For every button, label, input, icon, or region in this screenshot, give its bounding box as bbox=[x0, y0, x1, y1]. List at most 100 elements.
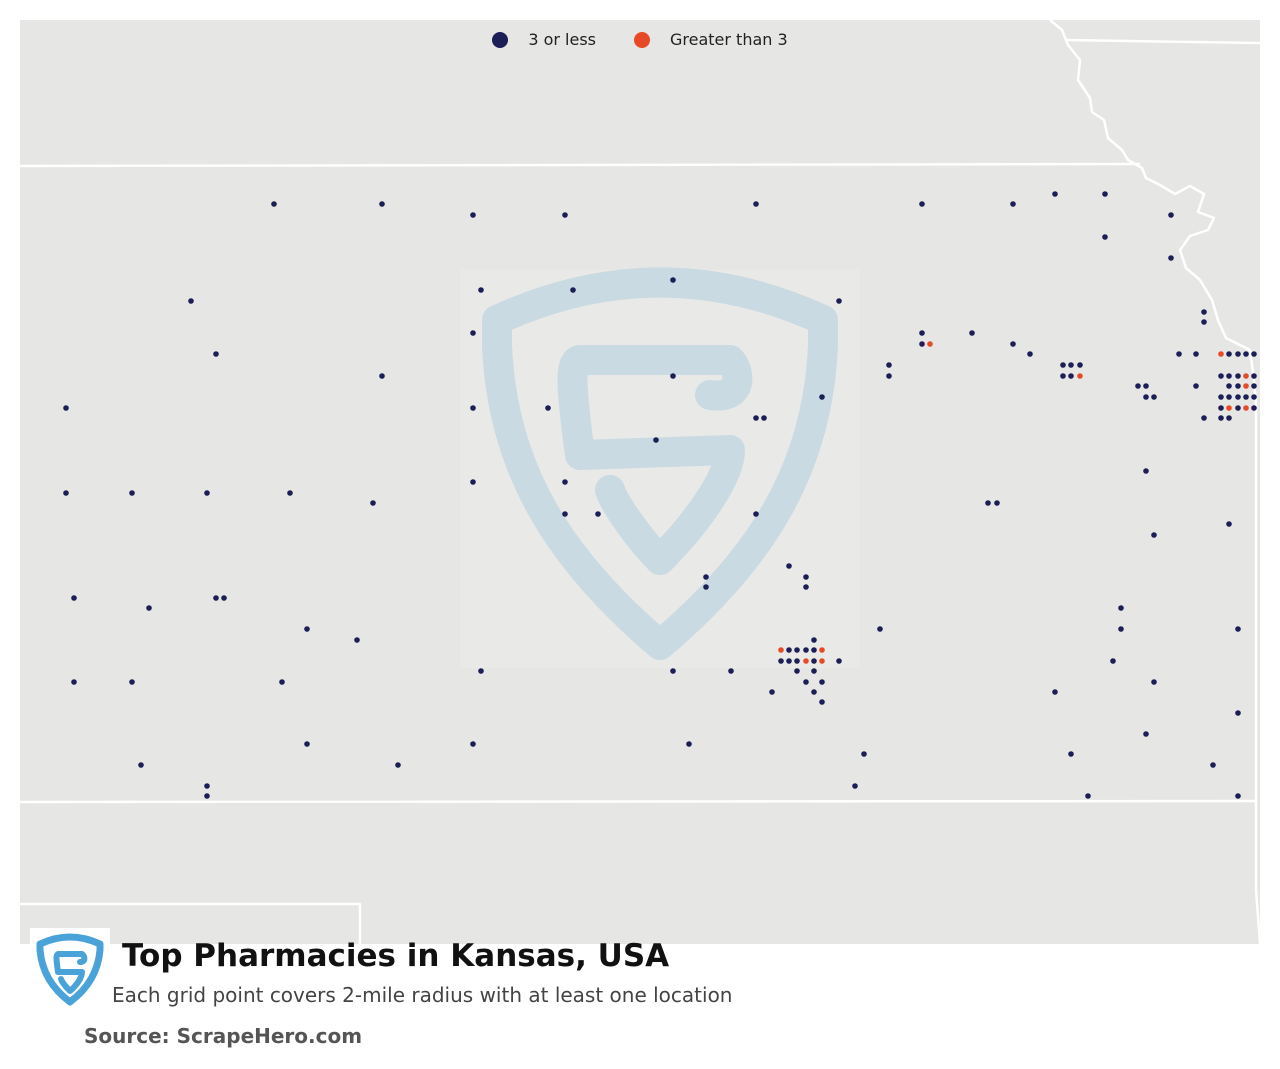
grid-point-high bbox=[1218, 351, 1224, 357]
grid-point-low bbox=[595, 511, 601, 517]
grid-point-low bbox=[1226, 521, 1232, 527]
grid-point-low bbox=[703, 584, 709, 590]
grid-point-low bbox=[1060, 362, 1066, 368]
grid-point-low bbox=[811, 637, 817, 643]
grid-point-low bbox=[1226, 383, 1232, 389]
grid-point-high bbox=[803, 658, 809, 664]
grid-point-high bbox=[819, 658, 825, 664]
grid-point-low bbox=[1151, 679, 1157, 685]
grid-point-low bbox=[753, 201, 759, 207]
kansas-south-border bbox=[19, 799, 1257, 804]
missouri-oklahoma-border bbox=[1254, 801, 1262, 944]
grid-point-low bbox=[786, 658, 792, 664]
grid-point-low bbox=[304, 741, 310, 747]
grid-point-low bbox=[803, 647, 809, 653]
grid-point-low bbox=[1218, 373, 1224, 379]
grid-point-low bbox=[271, 201, 277, 207]
grid-point-low bbox=[803, 584, 809, 590]
grid-point-low bbox=[819, 394, 825, 400]
grid-point-low bbox=[919, 201, 925, 207]
grid-point-low bbox=[470, 741, 476, 747]
grid-point-high bbox=[778, 647, 784, 653]
grid-point-low bbox=[919, 341, 925, 347]
grid-point-high bbox=[819, 647, 825, 653]
scrapehero-logo-icon bbox=[30, 928, 110, 1008]
grid-point-low bbox=[562, 511, 568, 517]
source-credit: Source: ScrapeHero.com bbox=[84, 1024, 363, 1048]
grid-point-high bbox=[927, 341, 933, 347]
grid-point-low bbox=[1201, 319, 1207, 325]
grid-point-low bbox=[778, 658, 784, 664]
grid-point-low bbox=[1027, 351, 1033, 357]
map-title: Top Pharmacies in Kansas, USA bbox=[122, 938, 670, 974]
grid-point-low bbox=[1168, 255, 1174, 261]
grid-point-low bbox=[562, 479, 568, 485]
grid-point-high bbox=[1243, 383, 1249, 389]
missouri-river-border bbox=[1049, 19, 1251, 352]
grid-point-low bbox=[969, 330, 975, 336]
grid-point-low bbox=[753, 415, 759, 421]
grid-point-low bbox=[71, 679, 77, 685]
grid-point-high bbox=[1243, 405, 1249, 411]
grid-point-low bbox=[877, 626, 883, 632]
grid-point-low bbox=[1010, 341, 1016, 347]
grid-point-low bbox=[1143, 731, 1149, 737]
grid-point-low bbox=[794, 658, 800, 664]
grid-point-low bbox=[63, 490, 69, 496]
grid-point-low bbox=[478, 668, 484, 674]
grid-point-low bbox=[1151, 394, 1157, 400]
scrapehero-shield-watermark-icon bbox=[460, 267, 860, 668]
iowa-missouri-border bbox=[1065, 38, 1261, 45]
grid-point-low bbox=[728, 668, 734, 674]
grid-point-low bbox=[803, 574, 809, 580]
grid-point-low bbox=[287, 490, 293, 496]
grid-point-low bbox=[670, 277, 676, 283]
grid-point-low bbox=[794, 668, 800, 674]
grid-point-low bbox=[994, 500, 1000, 506]
grid-point-low bbox=[1143, 394, 1149, 400]
grid-point-low bbox=[1235, 405, 1241, 411]
grid-point-low bbox=[470, 330, 476, 336]
grid-point-low bbox=[562, 212, 568, 218]
grid-point-low bbox=[1226, 394, 1232, 400]
grid-point-high bbox=[1077, 373, 1083, 379]
grid-point-low bbox=[1085, 793, 1091, 799]
grid-point-low bbox=[470, 212, 476, 218]
grid-point-low bbox=[1226, 351, 1232, 357]
grid-point-low bbox=[753, 511, 759, 517]
grid-point-low bbox=[1143, 468, 1149, 474]
grid-point-low bbox=[279, 679, 285, 685]
kansas-east-border bbox=[1248, 349, 1258, 801]
grid-point-low bbox=[670, 373, 676, 379]
grid-point-low bbox=[1251, 351, 1257, 357]
grid-point-low bbox=[221, 595, 227, 601]
grid-point-low bbox=[1243, 394, 1249, 400]
grid-point-low bbox=[1102, 191, 1108, 197]
grid-point-low bbox=[836, 298, 842, 304]
grid-point-low bbox=[786, 647, 792, 653]
grid-point-high bbox=[1226, 405, 1232, 411]
grid-point-low bbox=[213, 351, 219, 357]
grid-point-low bbox=[1218, 394, 1224, 400]
grid-point-low bbox=[1102, 234, 1108, 240]
grid-point-low bbox=[1052, 191, 1058, 197]
grid-point-low bbox=[1052, 689, 1058, 695]
map-subtitle: Each grid point covers 2-mile radius wit… bbox=[112, 983, 733, 1007]
kansas-map bbox=[19, 19, 1262, 944]
grid-point-low bbox=[811, 668, 817, 674]
grid-point-low bbox=[63, 405, 69, 411]
grid-point-low bbox=[1118, 626, 1124, 632]
grid-point-high bbox=[1243, 373, 1249, 379]
grid-point-low bbox=[861, 751, 867, 757]
grid-point-low bbox=[1235, 373, 1241, 379]
grid-points bbox=[63, 191, 1257, 799]
grid-point-low bbox=[570, 287, 576, 293]
grid-point-low bbox=[803, 679, 809, 685]
grid-point-low bbox=[204, 793, 210, 799]
grid-point-low bbox=[794, 647, 800, 653]
grid-point-low bbox=[1168, 212, 1174, 218]
grid-point-low bbox=[1110, 658, 1116, 664]
grid-point-low bbox=[1068, 751, 1074, 757]
grid-point-low bbox=[653, 437, 659, 443]
grid-point-low bbox=[811, 647, 817, 653]
